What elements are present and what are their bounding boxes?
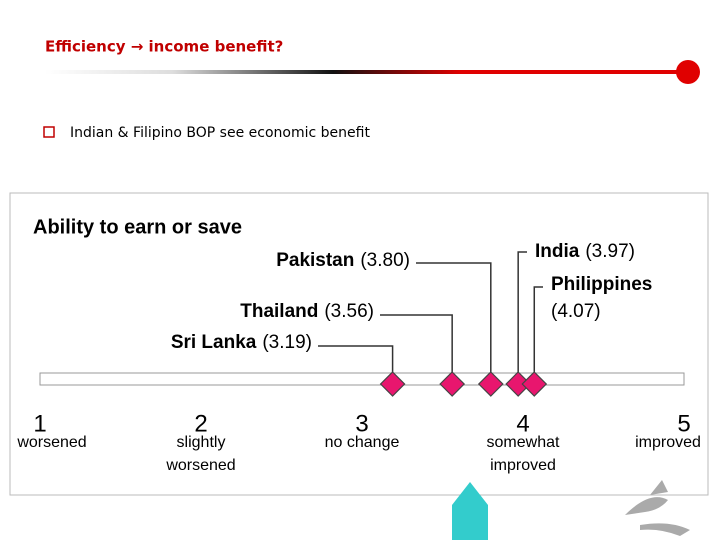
label-name: India [535,241,580,262]
label-name: Philippines [551,274,652,295]
x-tick-description: worsened [16,434,86,451]
value-label: (3.19) [262,332,312,353]
data-label: Philippines [551,274,652,295]
x-tick-label: 4 [516,410,529,437]
header-rule [45,70,685,74]
slide-title: Efficiency → income benefit? [45,38,283,56]
x-tick-description: slightly [177,434,226,451]
leader-line [318,345,394,373]
x-tick-description: improved [635,434,701,451]
x-tick-description: worsened [165,457,235,474]
chart-frame [9,192,709,496]
label-name: Sri Lanka [171,332,257,353]
value-label: (3.97) [585,241,635,262]
marker [477,371,504,397]
leader-line [533,286,543,373]
logo [625,480,690,536]
x-tick-label: 5 [677,410,690,437]
value-label: (3.56) [324,301,374,322]
marker [439,371,466,397]
leader-line [416,262,492,373]
data-label: Sri Lanka (3.19) [171,332,312,353]
marker [379,371,406,397]
decor-shape [452,482,488,540]
header-dot [676,60,700,84]
data-label: Thailand (3.56) [240,301,374,322]
leader-line [517,251,527,373]
data-label: Pakistan (3.80) [276,250,410,271]
label-name: Pakistan [276,250,354,271]
x-tick-description: improved [490,457,556,474]
x-tick-label: 1 [33,410,46,437]
scale-bar [39,372,685,386]
marker [521,371,548,397]
x-tick-label: 3 [355,410,368,437]
x-tick-description: no change [325,434,400,451]
chart-title: Ability to earn or save [33,216,242,238]
x-tick-description: somewhat [487,434,560,451]
label-name: Thailand [240,301,318,322]
value-label: (4.07) [551,301,601,322]
data-label: India (3.97) [535,241,635,262]
leader-line [380,314,453,373]
bullet-marker [43,126,55,138]
bullet-text: Indian & Filipino BOP see economic benef… [70,125,370,141]
value-label: (3.80) [360,250,410,271]
x-tick-label: 2 [194,410,207,437]
